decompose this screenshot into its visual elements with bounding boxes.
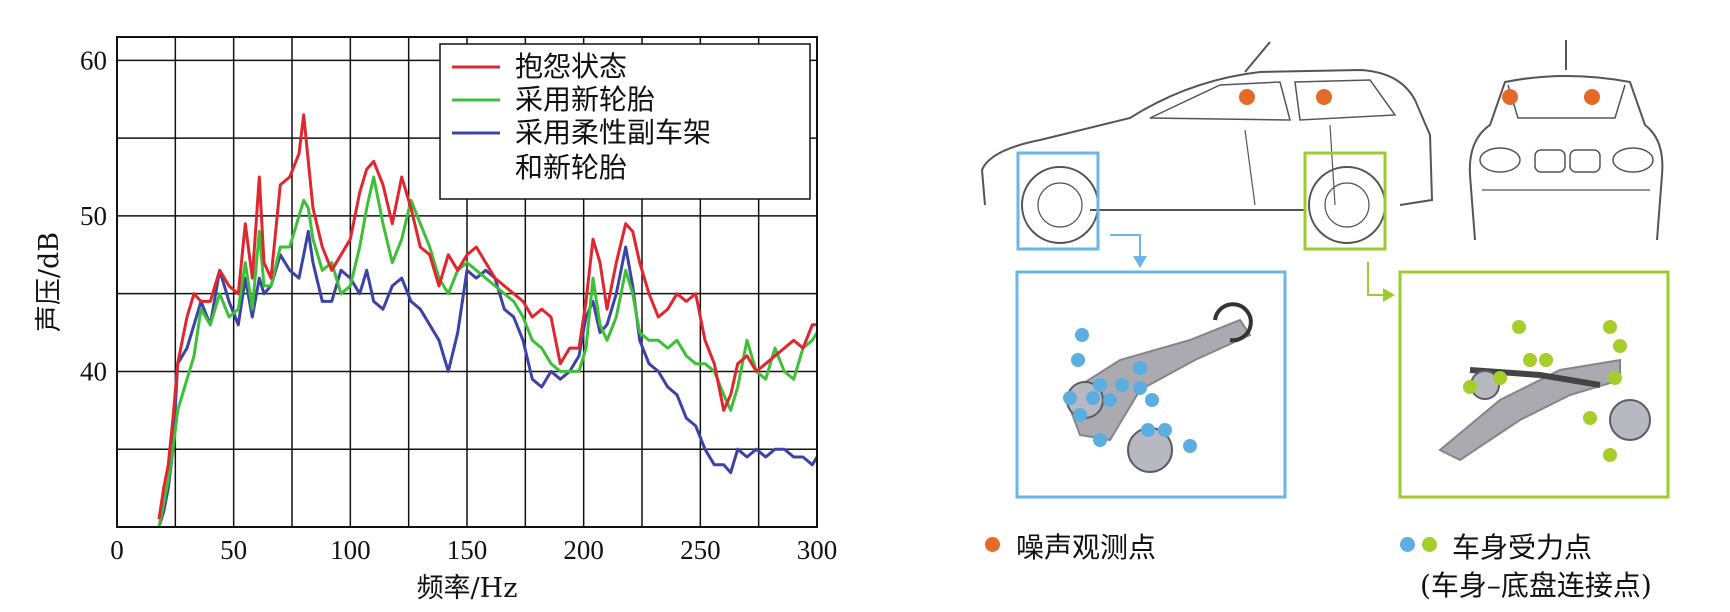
x-tick-label: 200: [563, 535, 604, 565]
force-point-legend-icon-green: [1422, 537, 1437, 552]
series-line-2: [157, 229, 817, 527]
x-tick-label: 50: [220, 535, 247, 565]
noise-point-marker: [1239, 89, 1255, 105]
front-connector-arrow: [1110, 234, 1141, 258]
series-line-1: [157, 175, 817, 527]
x-tick-label: 250: [680, 535, 721, 565]
x-tick-label: 100: [330, 535, 371, 565]
y-axis-title: 声压/dB: [34, 232, 65, 332]
noise-point-marker: [1502, 89, 1518, 105]
legend-box: [439, 43, 811, 200]
noise-point-marker: [1316, 89, 1332, 105]
x-tick-label: 300: [797, 535, 838, 565]
legend-label: 采用新轮胎: [515, 83, 655, 116]
noise-point-legend-icon: [985, 537, 1000, 552]
x-tick-label: 0: [110, 535, 124, 565]
x-tick-label: 150: [447, 535, 488, 565]
car-front-view: [1468, 40, 1664, 241]
force-point-legend-icon-blue: [1400, 537, 1415, 552]
y-tick-label: 40: [80, 356, 107, 386]
noise-point-legend-label: 噪声观测点: [1016, 531, 1157, 564]
noise-point-marker: [1584, 89, 1600, 105]
front-wheel-highlight: [1016, 151, 1100, 251]
rear-connector-arrow: [1367, 262, 1385, 296]
legend-label: 抱怨状态: [515, 50, 627, 83]
y-tick-label: 50: [80, 201, 107, 231]
force-point-legend-label: 车身受力点: [1452, 531, 1593, 564]
front-force-points: [1063, 328, 1197, 453]
rear-wheel-highlight: [1303, 151, 1387, 251]
vehicle-diagram: [980, 40, 1670, 499]
plot-frame: [116, 36, 818, 528]
y-tick-label: 60: [80, 45, 107, 75]
rear-force-points: [1463, 320, 1627, 462]
force-point-legend-sublabel: (车身–底盘连接点): [1420, 569, 1652, 602]
car-side-view: [980, 41, 1434, 244]
tick-labels: 0 50 100 150 200 250 300 40 50 60: [80, 45, 837, 565]
legend-label: 和新轮胎: [515, 151, 627, 184]
x-axis-title: 频率/Hz: [417, 573, 518, 604]
chart-series-layer: [157, 113, 817, 527]
series-line-0: [157, 113, 817, 520]
legend-label: 采用柔性副车架: [515, 116, 711, 149]
